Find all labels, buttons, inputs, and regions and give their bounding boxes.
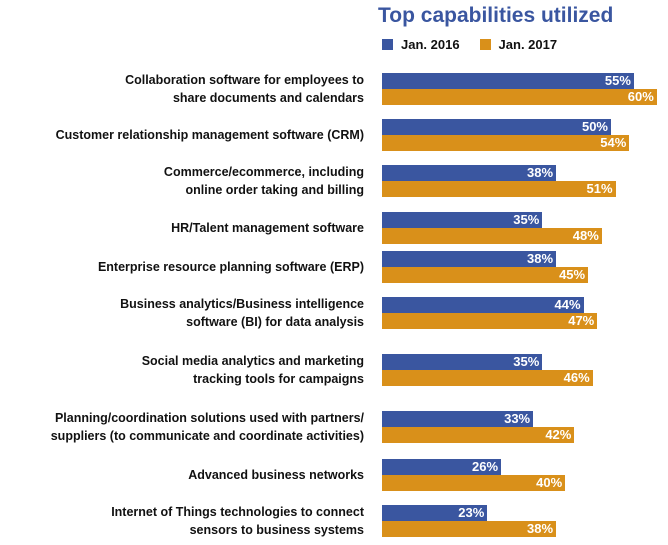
category-label-line: share documents and calendars — [172, 91, 364, 105]
category-label: Business analytics/Business intelligence… — [0, 295, 364, 331]
category-label-line: Enterprise resource planning software (E… — [97, 260, 364, 274]
data-label: 47% — [568, 313, 595, 328]
category-label-line: Advanced business networks — [188, 468, 364, 482]
category-label-line: Customer relationship management softwar… — [55, 128, 364, 142]
category-label: Enterprise resource planning software (E… — [0, 258, 364, 276]
data-label: 35% — [513, 354, 540, 369]
data-label: 44% — [554, 297, 581, 312]
data-label: 38% — [527, 165, 554, 180]
bar-2016: 50% — [382, 119, 611, 135]
category-label: Collaboration software for employees to s… — [0, 71, 364, 107]
bar-2017: 38% — [382, 521, 557, 537]
data-label: 38% — [527, 521, 554, 536]
category-label-line: Planning/coordination solutions used wit… — [54, 411, 364, 425]
category-label: Commerce/ecommerce, including online orde… — [0, 163, 364, 199]
legend-item-2016: Jan. 2016 — [382, 37, 460, 52]
bar-2017: 45% — [382, 267, 589, 283]
category-label: Social media analytics and marketing trac… — [0, 352, 364, 388]
bar-2016: 55% — [382, 73, 634, 89]
bar-2017: 46% — [382, 370, 593, 386]
legend: Jan. 2016 Jan. 2017 — [382, 37, 557, 52]
bar-2016: 35% — [382, 354, 543, 370]
bar-2016: 38% — [382, 251, 557, 267]
category-label: Planning/coordination solutions used wit… — [0, 409, 364, 445]
data-label: 55% — [604, 73, 631, 88]
category-label-line: Social media analytics and marketing — [141, 354, 364, 368]
bar-2017: 51% — [382, 181, 616, 197]
legend-item-2017: Jan. 2017 — [479, 37, 558, 52]
data-label: 33% — [504, 411, 531, 426]
category-label-line: Internet of Things technologies to conne… — [111, 505, 364, 519]
category-label-line: Collaboration software for employees to — [125, 73, 364, 87]
bar-2017: 48% — [382, 228, 602, 244]
category-label-line: online order taking and billing — [185, 183, 364, 197]
category-label: HR/Talent management software — [0, 219, 364, 237]
category-label: Customer relationship management softwar… — [0, 126, 364, 144]
data-label: 35% — [513, 212, 540, 227]
bar-2017: 40% — [382, 475, 566, 491]
legend-swatch-2016 — [382, 39, 393, 50]
data-label: 40% — [536, 475, 563, 490]
legend-label-2016: Jan. 2016 — [401, 37, 460, 52]
bar-2017: 47% — [382, 313, 598, 329]
data-label: 46% — [563, 370, 590, 385]
legend-label-2017: Jan. 2017 — [498, 37, 558, 52]
data-label: 60% — [627, 89, 654, 104]
category-label-line: Commerce/ecommerce, including — [163, 165, 364, 179]
legend-swatch-2017 — [479, 39, 491, 50]
category-label-line: tracking tools for campaigns — [193, 372, 364, 386]
bar-2017: 60% — [382, 89, 657, 105]
bar-2016: 44% — [382, 297, 584, 313]
data-label: 23% — [458, 505, 485, 520]
bar-2017: 54% — [382, 135, 630, 151]
category-label: Internet of Things technologies to conne… — [0, 503, 364, 539]
data-label: 26% — [472, 459, 499, 474]
bar-2017: 42% — [382, 427, 575, 443]
category-label-line: HR/Talent management software — [171, 221, 364, 235]
category-label: Advanced business networks — [0, 466, 364, 484]
category-label-line: software (BI) for data analysis — [186, 315, 364, 329]
bar-2016: 23% — [382, 505, 488, 521]
data-label: 48% — [572, 228, 599, 243]
bar-2016: 35% — [382, 212, 543, 228]
category-label-line: Business analytics/Business intelligence — [120, 297, 364, 311]
category-label-line: sensors to business systems — [189, 523, 364, 537]
chart-title: Top capabilities utilized — [378, 4, 614, 27]
bar-2016: 26% — [382, 459, 502, 475]
data-label: 51% — [586, 181, 613, 196]
data-label: 42% — [545, 427, 572, 442]
category-label-line: suppliers (to communicate and coordinate… — [50, 429, 364, 443]
data-label: 50% — [581, 119, 608, 134]
data-label: 54% — [600, 135, 627, 150]
bar-2016: 38% — [382, 165, 557, 181]
data-label: 38% — [527, 251, 554, 266]
bar-2016: 33% — [382, 411, 534, 427]
data-label: 45% — [559, 267, 586, 282]
